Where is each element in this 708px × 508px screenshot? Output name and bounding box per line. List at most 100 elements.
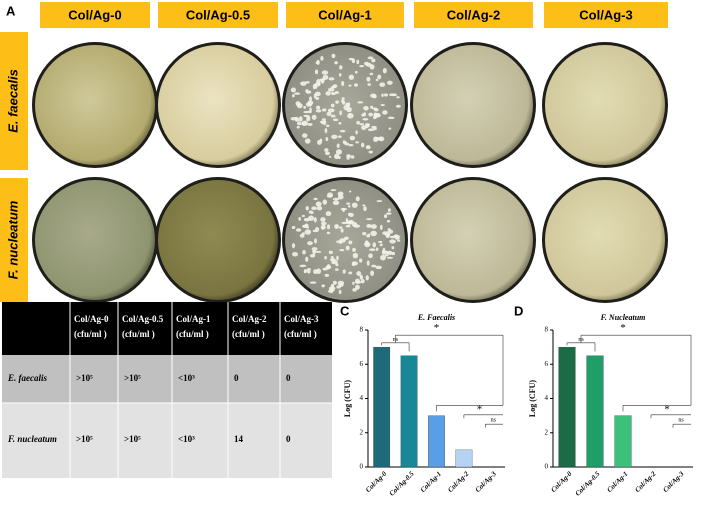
table-column-name: Col/Ag-0 <box>74 314 109 324</box>
colony <box>321 284 325 288</box>
colony <box>331 53 336 59</box>
colony <box>345 224 351 228</box>
colony <box>316 268 322 274</box>
y-tick-label: 2 <box>545 428 549 436</box>
colony <box>319 120 325 123</box>
colony <box>378 136 385 142</box>
colony <box>371 125 377 129</box>
colony <box>334 61 338 65</box>
colony <box>317 139 322 145</box>
y-tick-label: 4 <box>545 394 549 402</box>
x-tick-label: Col/Ag-2 <box>446 470 470 494</box>
chart-title: F. Nucleatum <box>600 313 646 322</box>
colony <box>320 224 326 230</box>
colony <box>291 225 296 230</box>
colony <box>337 191 344 196</box>
panel-label: C <box>340 303 350 318</box>
colony <box>367 56 374 60</box>
colony <box>337 194 344 200</box>
colony <box>348 240 353 245</box>
colony <box>305 90 312 94</box>
colony <box>380 254 386 261</box>
colony <box>302 224 308 229</box>
petri-dish-agar <box>35 45 155 165</box>
colony <box>332 200 340 206</box>
colony <box>368 112 373 117</box>
colony <box>356 59 360 65</box>
colony <box>387 208 391 212</box>
colony <box>362 231 367 236</box>
colony <box>336 240 343 244</box>
colony <box>338 289 342 295</box>
colony <box>295 228 302 232</box>
colony <box>370 230 377 237</box>
column-header: Col/Ag-2 <box>447 7 500 22</box>
column-header: Col/Ag-0.5 <box>186 7 250 22</box>
colony <box>331 134 338 140</box>
colony <box>320 55 324 61</box>
colony <box>350 155 355 159</box>
colony <box>341 81 345 86</box>
colony <box>326 194 333 198</box>
x-tick-label: Col/Ag-0 <box>364 470 388 494</box>
colony <box>314 69 319 75</box>
colony <box>312 249 317 253</box>
colony <box>326 224 331 230</box>
colony <box>325 91 331 96</box>
y-tick-label: 2 <box>360 428 364 436</box>
colony <box>321 70 329 75</box>
colony <box>296 125 300 129</box>
table-row-label: F. nucleatum <box>7 434 57 444</box>
petri-dish-agar <box>545 45 665 165</box>
colony <box>339 226 343 229</box>
colony <box>338 282 344 287</box>
chart-title: E. Faecalis <box>417 313 455 322</box>
colony <box>291 243 296 249</box>
column-header-box <box>158 2 278 28</box>
colony <box>307 122 313 126</box>
colony <box>358 258 363 263</box>
table-cell: <10³ <box>178 434 195 444</box>
colony <box>327 290 332 293</box>
y-tick-label: 0 <box>545 463 549 471</box>
table-column-name: Col/Ag-3 <box>284 314 319 324</box>
colony <box>352 281 355 285</box>
colony <box>307 110 312 114</box>
x-tick-label: Col/Ag-0 <box>549 470 573 494</box>
colony <box>371 58 376 63</box>
colony <box>314 238 317 244</box>
colony <box>363 105 369 111</box>
colony <box>366 224 372 228</box>
colony <box>362 204 366 207</box>
colony <box>363 206 367 212</box>
colony <box>365 145 371 150</box>
colony <box>380 104 385 107</box>
colony <box>305 256 309 262</box>
x-tick-label: Col/Ag-2 <box>633 470 657 494</box>
petri-dish-agar <box>285 45 405 165</box>
colony <box>315 97 320 100</box>
colony <box>330 283 335 289</box>
column-header-box <box>286 2 404 28</box>
colony <box>377 74 382 80</box>
colony <box>311 114 317 120</box>
x-tick-label: Col/Ag-1 <box>419 470 443 494</box>
colony <box>320 217 326 222</box>
table-column-name: Col/Ag-1 <box>176 314 211 324</box>
colony <box>357 101 364 104</box>
colony <box>359 65 365 68</box>
colony <box>324 127 328 134</box>
colony <box>301 123 308 126</box>
colony <box>389 239 396 244</box>
colony <box>319 78 326 81</box>
colony <box>369 248 376 252</box>
petri-dish-agar <box>158 180 278 300</box>
colony <box>313 197 318 201</box>
colony <box>359 123 364 126</box>
colony <box>290 116 297 121</box>
colony <box>347 102 351 107</box>
row-header: F. nucleatum <box>5 200 20 279</box>
bar <box>428 415 445 468</box>
colony <box>348 271 353 275</box>
table-cell: >10⁵ <box>124 434 141 444</box>
